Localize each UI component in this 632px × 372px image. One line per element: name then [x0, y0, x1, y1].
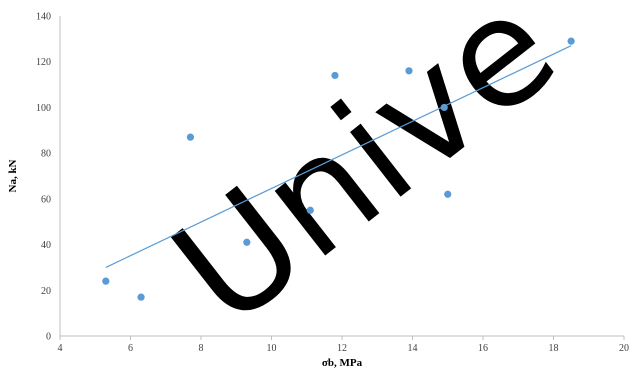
data-point	[137, 293, 145, 301]
x-tick-label: 6	[128, 343, 133, 354]
y-tick-label: 20	[41, 286, 51, 297]
data-point	[440, 103, 448, 112]
data-point	[306, 206, 314, 214]
y-tick-label: 80	[41, 149, 51, 160]
trendline	[105, 45, 572, 268]
data-point	[405, 67, 413, 75]
y-axis-title: Na, kN	[7, 159, 19, 192]
trendline-group	[105, 45, 572, 268]
data-point	[567, 37, 575, 45]
data-point	[331, 71, 339, 80]
data-points	[102, 37, 575, 301]
data-point	[102, 277, 110, 285]
x-tick-label: 20	[619, 343, 629, 354]
axes	[59, 16, 625, 340]
y-tick-label: 0	[46, 332, 51, 343]
x-tick-label: 14	[408, 343, 418, 354]
y-tick-label: 40	[41, 240, 51, 251]
y-tick-label: 60	[41, 194, 51, 205]
x-axis-title: σb, MPa	[322, 357, 363, 369]
tick-labels: 4 6 8 10 12 14 16 18 20 0 20 40 60 80 100 120 140	[36, 12, 629, 355]
y-tick-label: 120	[36, 57, 51, 68]
x-tick-label: 16	[478, 343, 488, 354]
x-tick-label: 18	[549, 343, 559, 354]
data-point	[444, 190, 452, 198]
watermark-text: Unive	[143, 0, 587, 360]
x-tick-label: 10	[267, 343, 277, 354]
data-point	[186, 133, 195, 141]
y-tick-label: 140	[36, 12, 51, 23]
x-tick-label: 4	[58, 343, 63, 354]
watermark: Unive	[143, 0, 587, 360]
x-tick-label: 12	[337, 343, 347, 354]
y-tick-label: 100	[36, 103, 51, 114]
x-tick-label: 8	[199, 343, 204, 354]
data-point	[243, 238, 251, 246]
